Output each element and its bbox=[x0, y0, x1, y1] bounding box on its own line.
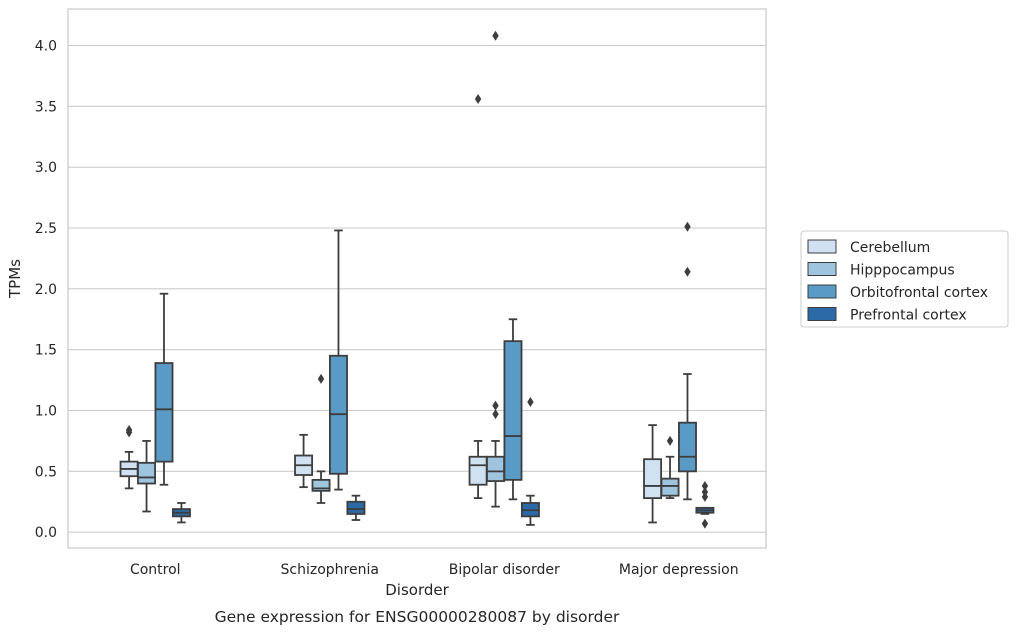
box-group bbox=[468, 94, 488, 500]
box-plots bbox=[119, 30, 715, 529]
box bbox=[503, 340, 523, 481]
chart-caption: Gene expression for ENSG00000280087 by d… bbox=[215, 608, 620, 626]
box bbox=[468, 455, 488, 486]
outlier-point bbox=[666, 435, 674, 446]
legend-frame bbox=[800, 230, 1009, 328]
y-tick-label: 3.0 bbox=[35, 160, 57, 176]
box bbox=[137, 461, 156, 485]
outlier-point bbox=[492, 30, 499, 41]
legend-item: Orbitofrontal cortex bbox=[807, 284, 988, 301]
box-group bbox=[137, 440, 156, 513]
legend-label: Prefrontal cortex bbox=[850, 308, 967, 324]
box bbox=[660, 477, 680, 497]
outlier-point bbox=[492, 409, 499, 420]
outlier-point bbox=[701, 487, 709, 498]
legend-item: Prefrontal cortex bbox=[807, 307, 967, 324]
legend-swatch bbox=[807, 284, 837, 299]
x-tick-label: Bipolar disorder bbox=[449, 562, 560, 578]
box-group bbox=[294, 433, 314, 489]
outlier-point bbox=[492, 400, 499, 411]
box bbox=[678, 421, 697, 473]
x-tick-label: Major depression bbox=[619, 562, 739, 578]
box-group bbox=[119, 424, 139, 490]
box-group bbox=[329, 229, 348, 491]
y-tick-label: 3.5 bbox=[35, 99, 57, 115]
legend-label: Orbitofrontal cortex bbox=[850, 285, 988, 301]
outlier-point bbox=[684, 266, 691, 277]
outlier-point bbox=[474, 94, 482, 105]
box bbox=[154, 362, 174, 463]
box-group bbox=[660, 435, 680, 500]
y-tick-label: 1.5 bbox=[35, 343, 57, 359]
x-axis-ticks: Control Schizophrenia Bipolar disorder Majo… bbox=[130, 562, 739, 578]
x-tick-label: Schizophrenia bbox=[281, 562, 379, 578]
box-group bbox=[346, 494, 366, 521]
box-group bbox=[695, 480, 715, 529]
box bbox=[311, 478, 331, 492]
box-group bbox=[643, 424, 663, 524]
legend-item: Hipppocampus bbox=[807, 262, 955, 279]
y-axis-ticks: 0.0 0.5 1.0 1.5 2.0 2.5 3.0 3.5 4.0 bbox=[35, 39, 57, 542]
plot-frame bbox=[67, 8, 767, 549]
box-group bbox=[311, 373, 331, 504]
y-axis-label: TPMs bbox=[6, 259, 24, 299]
box-group bbox=[486, 30, 505, 508]
y-tick-label: 0.0 bbox=[35, 525, 57, 541]
box-group bbox=[171, 502, 191, 524]
legend-item: Cerebellum bbox=[807, 239, 930, 256]
x-axis-label: Disorder bbox=[385, 581, 449, 599]
y-tick-label: 4.0 bbox=[35, 39, 57, 55]
box bbox=[486, 455, 505, 482]
grid-lines bbox=[68, 44, 766, 533]
box-group bbox=[520, 396, 540, 526]
y-tick-label: 1.0 bbox=[35, 404, 57, 420]
outlier-point bbox=[317, 373, 325, 384]
outlier-point bbox=[684, 221, 691, 232]
outlier-point bbox=[701, 480, 709, 491]
box-group bbox=[503, 318, 523, 501]
legend-swatch bbox=[807, 307, 837, 321]
legend-label: Hipppocampus bbox=[850, 263, 955, 279]
legend-swatch bbox=[807, 262, 837, 276]
legend-swatch bbox=[807, 239, 837, 254]
outlier-point bbox=[527, 396, 534, 407]
y-tick-label: 2.5 bbox=[35, 221, 57, 237]
box-group bbox=[154, 292, 174, 486]
box bbox=[643, 458, 663, 500]
x-tick-label: Control bbox=[130, 562, 181, 578]
y-tick-label: 2.0 bbox=[35, 282, 57, 298]
legend-label: Cerebellum bbox=[850, 240, 930, 256]
box-group bbox=[678, 221, 697, 501]
outlier-point bbox=[701, 518, 709, 529]
y-tick-label: 0.5 bbox=[35, 464, 57, 480]
outlier-point bbox=[125, 424, 133, 435]
box bbox=[346, 500, 366, 515]
legend: Cerebellum Hipppocampus Orbitofrontal cort… bbox=[800, 230, 1009, 328]
